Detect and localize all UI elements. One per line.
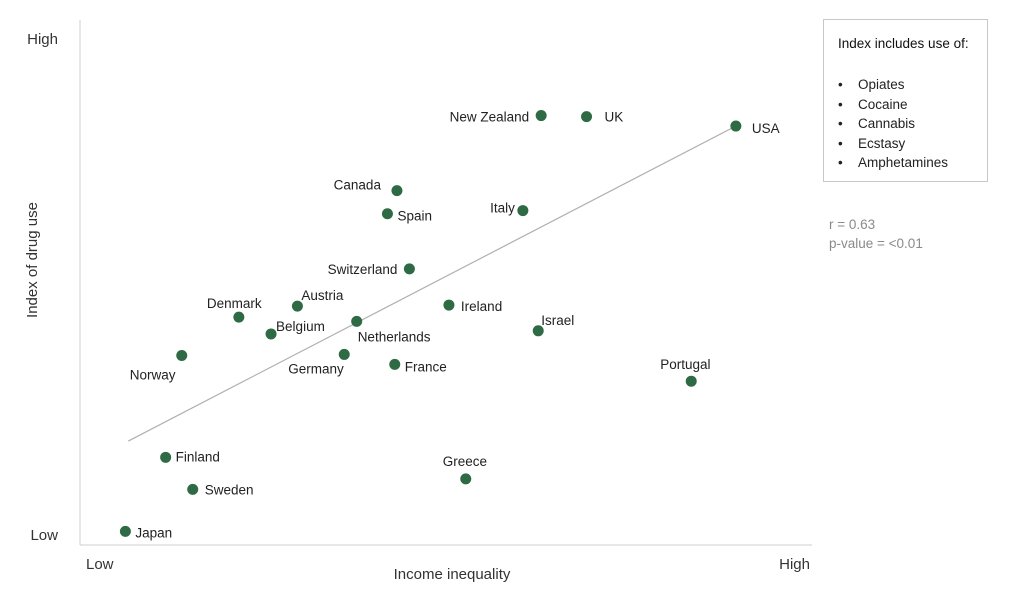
x-tick-high: High — [779, 556, 810, 573]
p-value-annotation: p-value = <0.01 — [829, 236, 923, 251]
data-point-italy — [517, 205, 529, 217]
x-tick-low: Low — [86, 556, 114, 573]
point-label-usa: USA — [752, 121, 780, 136]
point-label-israel: Israel — [541, 313, 574, 328]
r-value-annotation: r = 0.63 — [829, 217, 875, 232]
point-label-finland: Finland — [176, 449, 220, 464]
point-label-japan: Japan — [135, 525, 172, 540]
data-point-greece — [460, 473, 472, 485]
point-label-france: France — [405, 359, 447, 374]
y-axis-title: Index of drug use — [24, 202, 41, 318]
data-point-finland — [160, 451, 172, 463]
legend-item: Amphetamines — [838, 153, 948, 173]
point-label-norway: Norway — [130, 367, 176, 382]
point-label-italy: Italy — [490, 201, 515, 216]
point-label-austria: Austria — [301, 288, 344, 303]
data-point-israel — [532, 325, 544, 337]
legend-title: Index includes use of: — [838, 36, 969, 51]
data-point-norway — [176, 349, 188, 361]
x-axis-title: Income inequality — [394, 566, 511, 583]
data-point-new-zealand — [535, 110, 547, 122]
point-label-spain: Spain — [397, 209, 432, 224]
legend-item: Cocaine — [838, 95, 948, 115]
data-point-denmark — [233, 311, 245, 323]
y-tick-low: Low — [30, 527, 58, 544]
point-label-portugal: Portugal — [660, 357, 710, 372]
point-label-uk: UK — [605, 110, 624, 125]
trend-line — [128, 125, 737, 442]
data-point-netherlands — [351, 315, 363, 327]
data-point-france — [389, 358, 401, 370]
data-point-sweden — [187, 483, 199, 495]
legend-item: Opiates — [838, 75, 948, 95]
point-label-ireland: Ireland — [461, 299, 502, 314]
point-label-switzerland: Switzerland — [328, 262, 398, 277]
legend-list: OpiatesCocaineCannabisEcstasyAmphetamine… — [838, 75, 948, 173]
point-label-belgium: Belgium — [276, 319, 325, 334]
data-point-spain — [381, 208, 393, 220]
point-label-netherlands: Netherlands — [358, 329, 431, 344]
y-tick-high: High — [27, 31, 58, 48]
point-label-denmark: Denmark — [207, 296, 262, 311]
data-point-austria — [291, 300, 303, 312]
point-label-canada: Canada — [334, 178, 382, 193]
legend-item: Ecstasy — [838, 134, 948, 154]
legend: Index includes use of: OpiatesCocaineCan… — [823, 19, 988, 182]
data-point-canada — [391, 185, 403, 197]
point-label-germany: Germany — [288, 361, 344, 376]
data-point-portugal — [685, 375, 697, 387]
data-point-germany — [338, 348, 350, 360]
data-point-switzerland — [403, 263, 415, 275]
legend-item: Cannabis — [838, 114, 948, 134]
point-label-greece: Greece — [443, 454, 487, 469]
plot-layer: USA UK New Zealand Canada Italy Spain Switzerl… — [119, 110, 780, 540]
point-label-sweden: Sweden — [205, 482, 254, 497]
data-point-uk — [581, 111, 593, 123]
data-point-ireland — [443, 299, 455, 311]
data-point-japan — [119, 525, 131, 537]
data-point-belgium — [265, 328, 277, 340]
data-point-usa — [730, 120, 742, 132]
point-label-new-zealand: New Zealand — [450, 110, 530, 125]
